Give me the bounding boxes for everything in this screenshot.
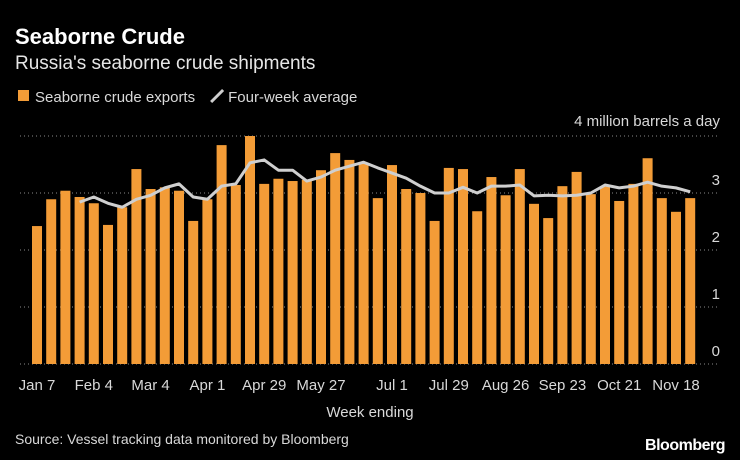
bar [145,189,156,364]
x-tick-label: Nov 18 [652,377,700,394]
bar [316,170,326,364]
legend-label: Four-week average [228,89,357,106]
bar [202,199,213,364]
bar [259,183,270,364]
bar [642,158,653,364]
x-tick-label: Jul 29 [429,377,469,394]
x-tick-label: Apr 1 [189,377,225,394]
bar [273,178,284,364]
bar [301,179,312,364]
bar [458,169,468,364]
bar [401,189,412,364]
x-tick-label: Feb 4 [75,377,113,394]
bar [358,162,369,364]
bar [486,177,497,364]
bar [514,169,525,364]
bar [188,220,199,364]
bar [628,183,639,364]
y-tick-label: 1 [712,286,720,303]
bar [415,193,426,364]
bar [614,200,625,364]
average-line [79,158,691,209]
y-tick-label: 3 [712,172,720,189]
x-axis-label: Week ending [326,404,413,421]
bar [671,211,681,364]
bar [103,224,113,364]
y-tick-label: 4 million barrels a day [574,113,720,130]
bar [443,167,454,364]
source-note: Source: Vessel tracking data monitored b… [15,431,349,447]
bar [372,198,383,364]
bar [74,196,85,364]
bar [245,136,255,364]
bar [88,203,99,364]
x-tick-label: May 27 [296,377,345,394]
x-tick-label: Aug 26 [482,377,530,394]
x-tick-label: Mar 4 [131,377,169,394]
bar [685,198,696,364]
bar [60,190,71,364]
bar [472,211,483,364]
x-tick-label: Sep 23 [539,377,587,394]
bar [344,159,355,364]
x-tick-label: Jul 1 [376,377,408,394]
bar [585,194,596,364]
bar [287,181,298,364]
bar [656,198,667,364]
x-tick-label: Jan 7 [19,377,56,394]
bar [429,220,440,364]
bar [230,185,241,364]
bar [46,199,57,364]
bar [387,165,397,364]
bar [32,226,42,364]
y-tick-label: 0 [712,343,720,360]
chart-subtitle: Russia's seaborne crude shipments [15,53,315,74]
x-tick-label: Oct 21 [597,377,641,394]
bar [131,169,142,364]
bar [330,153,341,364]
legend-swatch [210,88,225,104]
legend-swatch [18,90,29,101]
legend-label: Seaborne crude exports [35,89,195,106]
bar [571,171,582,364]
bar [500,195,511,364]
y-tick-label: 2 [712,229,720,246]
bar [117,207,128,364]
bar [529,203,539,364]
bar [159,187,170,364]
x-tick-label: Apr 29 [242,377,286,394]
bar [543,218,554,364]
chart-title: Seaborne Crude [15,24,185,49]
bar [600,186,610,364]
bar [216,145,227,364]
bar [557,186,568,364]
bar [174,190,184,364]
brand-logo: Bloomberg [645,437,725,454]
